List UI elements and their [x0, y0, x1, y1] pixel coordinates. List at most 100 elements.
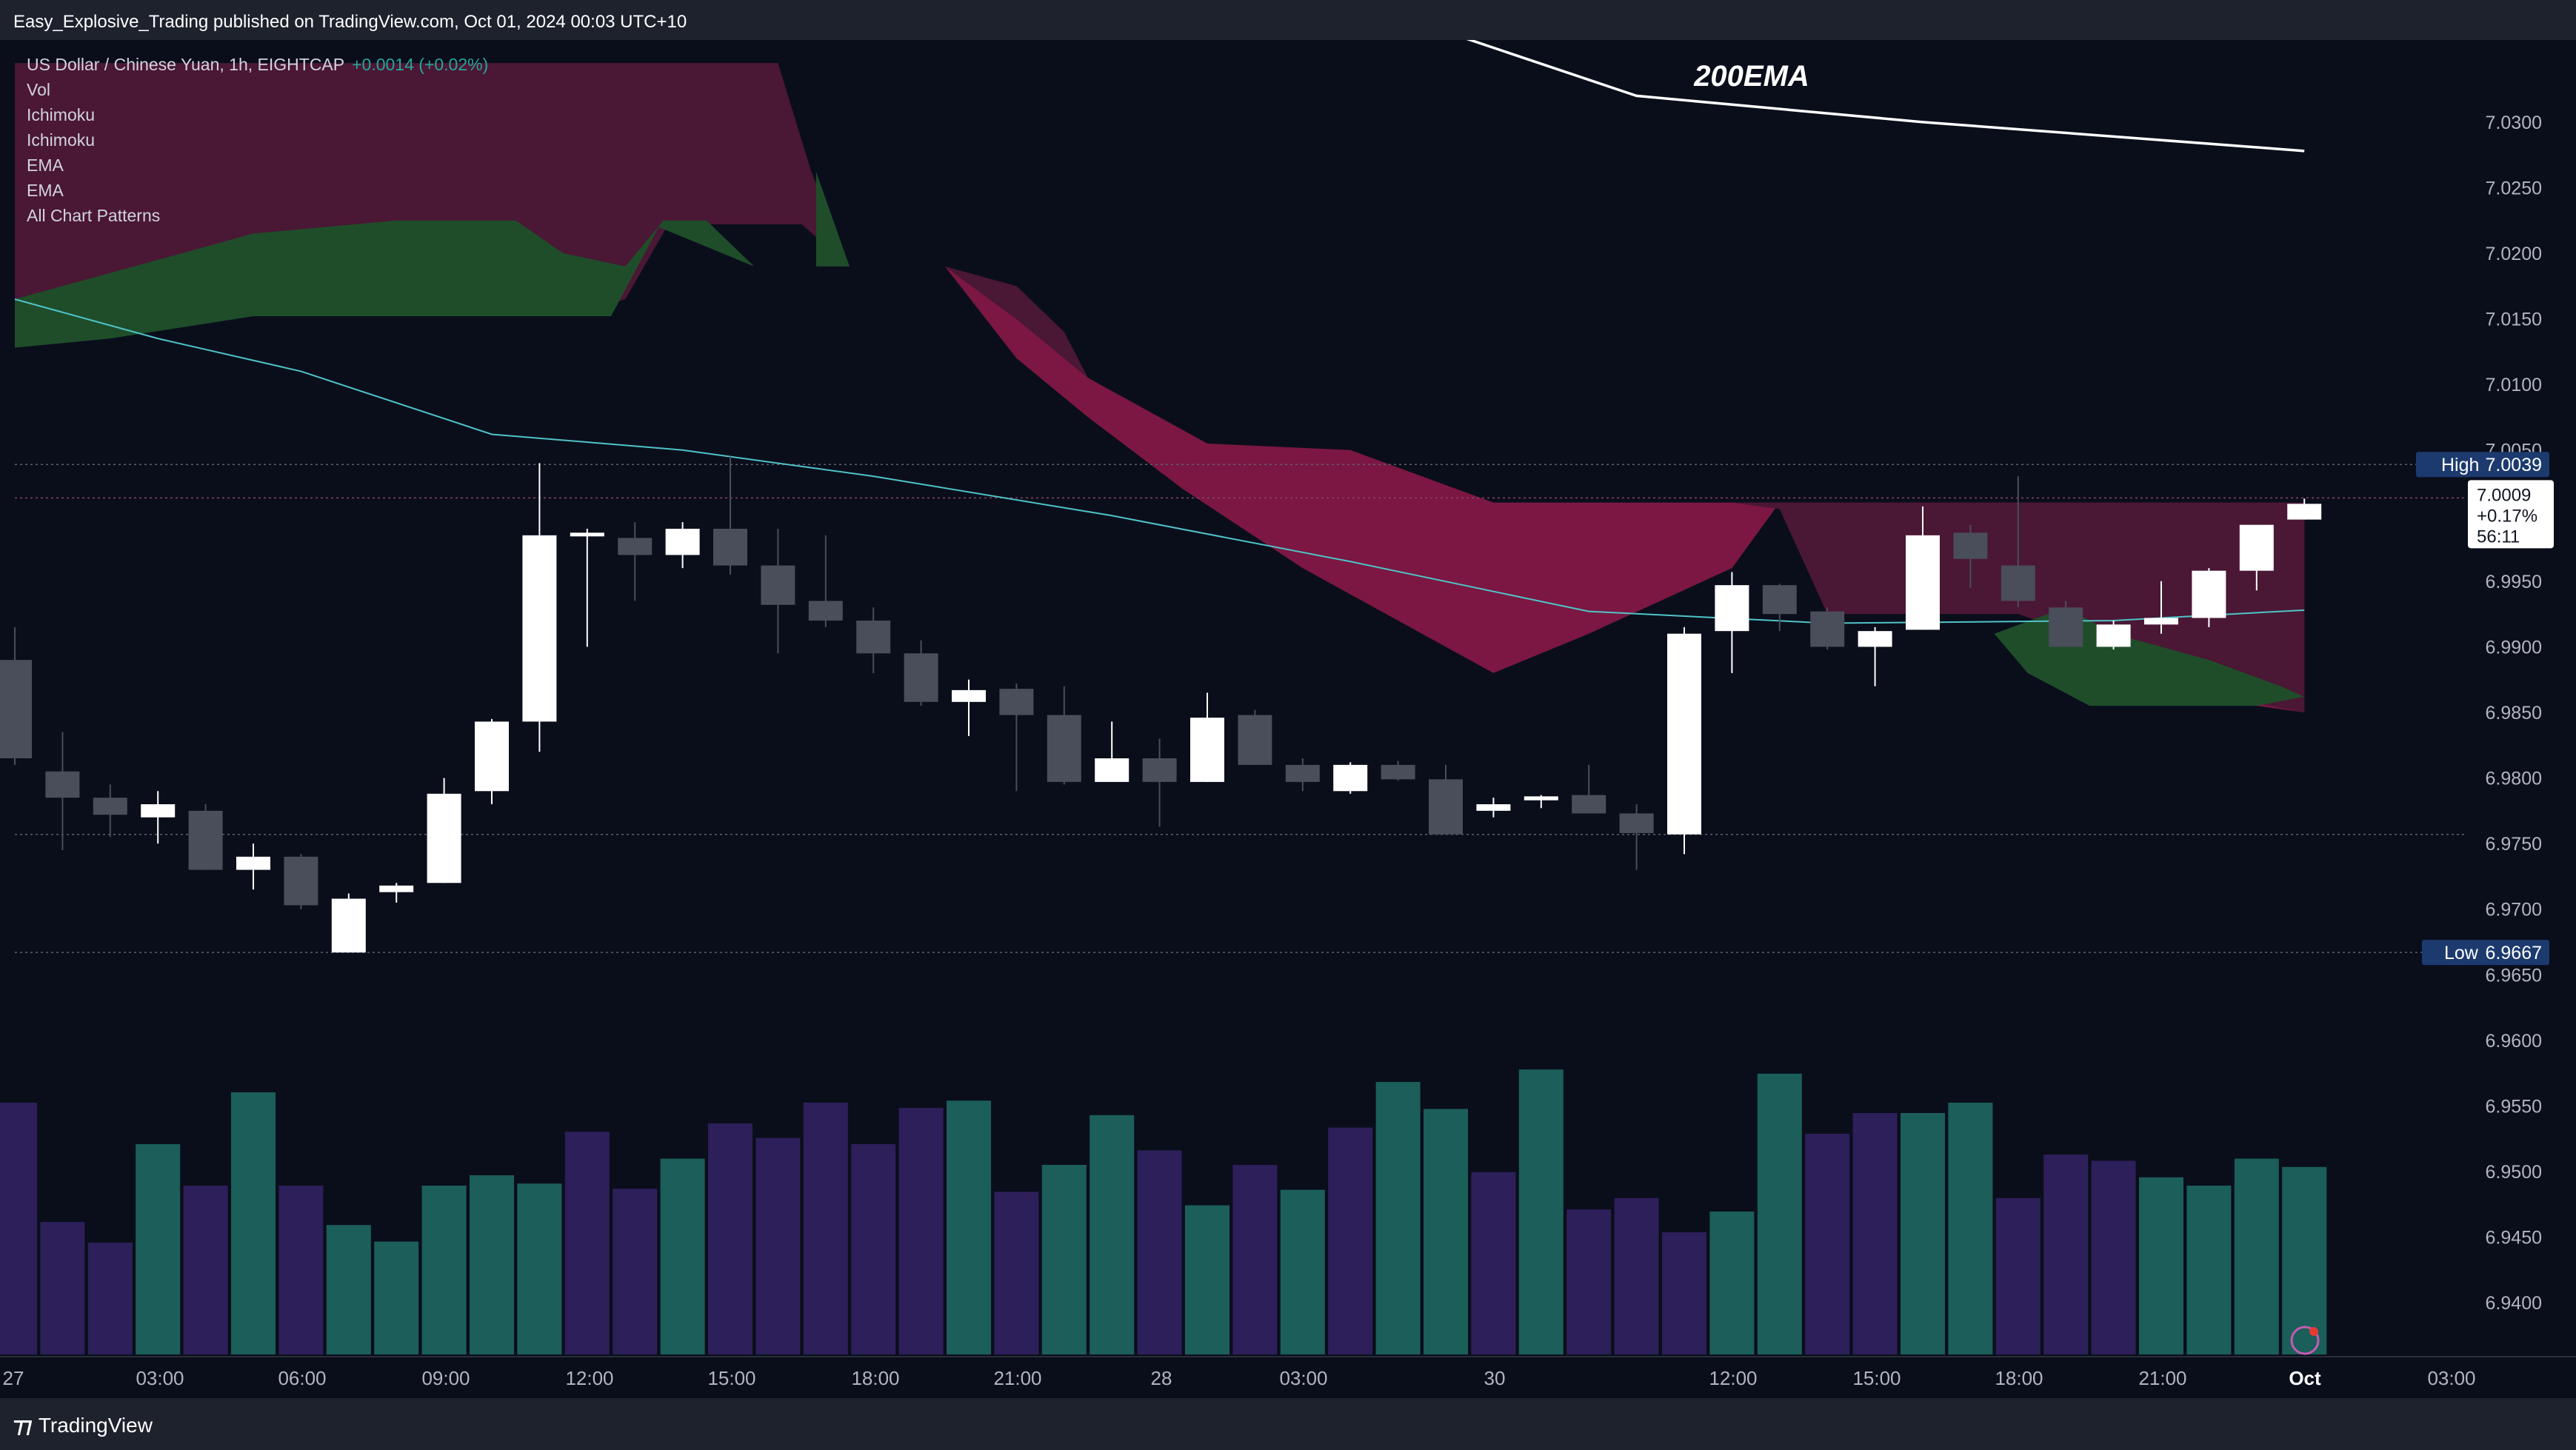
candle-body — [1285, 764, 1320, 782]
time-tick-label: 09:00 — [421, 1367, 470, 1389]
volume-bar — [1374, 1080, 1422, 1356]
candle-body — [427, 793, 461, 883]
candle — [1619, 804, 1654, 870]
time-tick-label: 18:00 — [1995, 1367, 2043, 1389]
volume-bars — [0, 1068, 2329, 1357]
time-tick-label: Oct — [2289, 1367, 2321, 1389]
legend-indicator-patterns[interactable]: All Chart Patterns — [27, 206, 161, 225]
candle-body — [1047, 715, 1081, 782]
candle-body — [188, 810, 223, 870]
price-chart[interactable]: 7.03007.02507.02007.01507.01007.00507.00… — [0, 40, 2576, 1398]
candle — [1810, 607, 1845, 649]
volume-bar — [1661, 1231, 1708, 1356]
price-tick-label: 6.9700 — [2486, 900, 2542, 921]
candle — [2239, 524, 2274, 591]
low-value: 6.9667 — [2486, 943, 2542, 963]
volume-bar — [2042, 1153, 2090, 1356]
volume-bar — [468, 1174, 515, 1356]
candle-body — [904, 653, 938, 702]
volume-bar — [1231, 1163, 1279, 1356]
time-tick-label: 27 — [3, 1367, 24, 1389]
candle — [45, 732, 80, 850]
volume-bar — [992, 1190, 1041, 1357]
candle — [1524, 795, 1558, 809]
candle-body — [1619, 813, 1654, 833]
price-tick-label: 6.9450 — [2486, 1228, 2542, 1249]
price-axis-bg — [2468, 40, 2576, 1398]
volume-bar — [2232, 1157, 2280, 1356]
legend-indicator-ema-2[interactable]: EMA — [27, 181, 64, 200]
volume-bar — [1946, 1101, 1995, 1356]
price-tick-label: 6.9850 — [2486, 703, 2542, 724]
volume-bar — [39, 1220, 87, 1356]
candle — [904, 640, 938, 706]
candle — [1572, 764, 1606, 814]
tradingview-logo-icon: ⁊⁊ — [13, 1414, 33, 1437]
chart-area[interactable]: 7.03007.02507.02007.01507.01007.00507.00… — [0, 40, 2576, 1398]
volume-bar — [1422, 1107, 1469, 1357]
price-tick-label: 6.9400 — [2486, 1293, 2542, 1314]
chart-legend: US Dollar / Chinese Yuan, 1h, EIGHTCAP +0… — [27, 52, 488, 228]
candle — [808, 535, 843, 627]
time-tick-label: 15:00 — [707, 1367, 755, 1389]
tradingview-logo[interactable]: ⁊⁊ TradingView — [13, 1413, 153, 1437]
candle — [93, 784, 127, 838]
high-badge — [2416, 452, 2549, 478]
tradingview-brand: TradingView — [38, 1413, 153, 1437]
cloud-bullish-upper — [15, 220, 755, 348]
candle-body — [808, 601, 843, 621]
candle — [1953, 524, 1988, 588]
candle-body — [1715, 585, 1749, 632]
candle-body — [2287, 504, 2322, 520]
candle-body — [999, 689, 1034, 715]
candle-body — [952, 689, 986, 702]
candle-body — [1858, 631, 1892, 647]
candle-body — [2192, 570, 2226, 618]
time-tick-label: 03:00 — [1279, 1367, 1327, 1389]
price-axis[interactable]: 7.03007.02507.02007.01507.01007.00507.00… — [2416, 40, 2576, 1398]
volume-bar — [2185, 1184, 2233, 1356]
volume-bar — [1040, 1163, 1088, 1356]
volume-bar — [181, 1184, 230, 1356]
candle-body — [1238, 715, 1272, 765]
volume-bar — [230, 1091, 277, 1356]
candle-body — [1381, 764, 1415, 780]
legend-indicator-ema-1[interactable]: EMA — [27, 156, 64, 175]
candle — [1095, 721, 1129, 782]
candle-body — [1572, 795, 1606, 814]
candle-body — [379, 885, 414, 892]
candle-body — [522, 535, 557, 722]
volume-bar — [1899, 1112, 1946, 1356]
candle — [188, 804, 223, 870]
time-tick-label: 21:00 — [2138, 1367, 2186, 1389]
candle — [1476, 798, 1511, 818]
candle-body — [856, 621, 891, 654]
volume-bar — [1612, 1196, 1661, 1357]
legend-indicator-vol[interactable]: Vol — [27, 80, 50, 99]
candle-body — [1906, 535, 1940, 630]
volume-bar — [1135, 1149, 1184, 1357]
legend-indicator-ichimoku-1[interactable]: Ichimoku — [27, 105, 96, 124]
publish-bar: Easy_Explosive_Trading published on Trad… — [0, 0, 2576, 40]
candle-body — [2096, 624, 2131, 647]
volume-bar — [754, 1136, 802, 1356]
legend-indicator-ichimoku-2[interactable]: Ichimoku — [27, 130, 96, 150]
price-lines — [15, 464, 2466, 953]
price-tick-label: 6.9550 — [2486, 1096, 2542, 1117]
high-label: High — [2441, 455, 2479, 475]
last-price-box — [2468, 480, 2554, 549]
volume-bar — [420, 1184, 468, 1356]
candle — [2096, 621, 2131, 649]
price-tick-label: 6.9900 — [2486, 637, 2542, 658]
time-axis[interactable]: 27 03:00 06:00 09:00 12:00 15:00 18:00 21:00 28 0… — [0, 1326, 2576, 1389]
candle — [665, 522, 700, 569]
time-tick-label: 15:00 — [1852, 1367, 1901, 1389]
time-tick-label: 12:00 — [1709, 1367, 1757, 1389]
candle — [1047, 686, 1081, 785]
candle-body — [141, 804, 176, 818]
volume-bar — [1994, 1196, 2042, 1357]
legend-symbol-row[interactable]: US Dollar / Chinese Yuan, 1h, EIGHTCAP +0… — [27, 52, 488, 77]
volume-bar — [1327, 1126, 1375, 1356]
volume-bar — [658, 1157, 707, 1356]
price-tick-label: 7.0200 — [2486, 244, 2542, 264]
